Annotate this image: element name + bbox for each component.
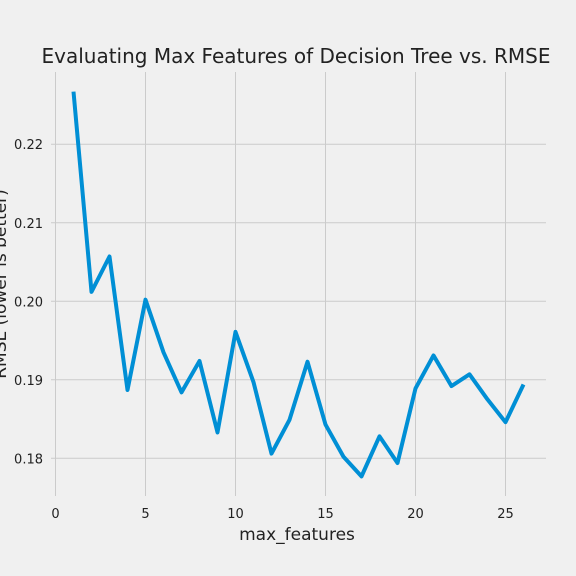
x-axis-label: max_features — [239, 525, 355, 545]
y-tick-label: 0.19 — [14, 374, 43, 389]
x-tick-label: 15 — [317, 507, 334, 522]
series-layer — [71, 91, 526, 479]
chart-title: Evaluating Max Features of Decision Tree… — [41, 44, 550, 68]
x-tick-label: 0 — [51, 507, 59, 522]
x-tick-label: 20 — [407, 507, 424, 522]
y-tick-label: 0.20 — [14, 295, 43, 310]
y-tick-label: 0.22 — [14, 138, 43, 153]
y-tick-label: 0.18 — [14, 452, 43, 467]
x-tick-label: 5 — [141, 507, 149, 522]
x-tick-labels: 0 5 10 15 20 25 — [51, 507, 513, 522]
y-axis-label: RMSE (lower is better) — [0, 189, 11, 379]
series-line-0 — [71, 91, 526, 479]
x-tick-label: 25 — [497, 507, 514, 522]
x-tick-label: 10 — [227, 507, 244, 522]
gridlines — [51, 72, 546, 496]
plot-area — [51, 72, 546, 496]
y-tick-label: 0.21 — [14, 217, 43, 232]
y-tick-labels: 0.18 0.19 0.20 0.21 0.22 — [14, 138, 43, 467]
